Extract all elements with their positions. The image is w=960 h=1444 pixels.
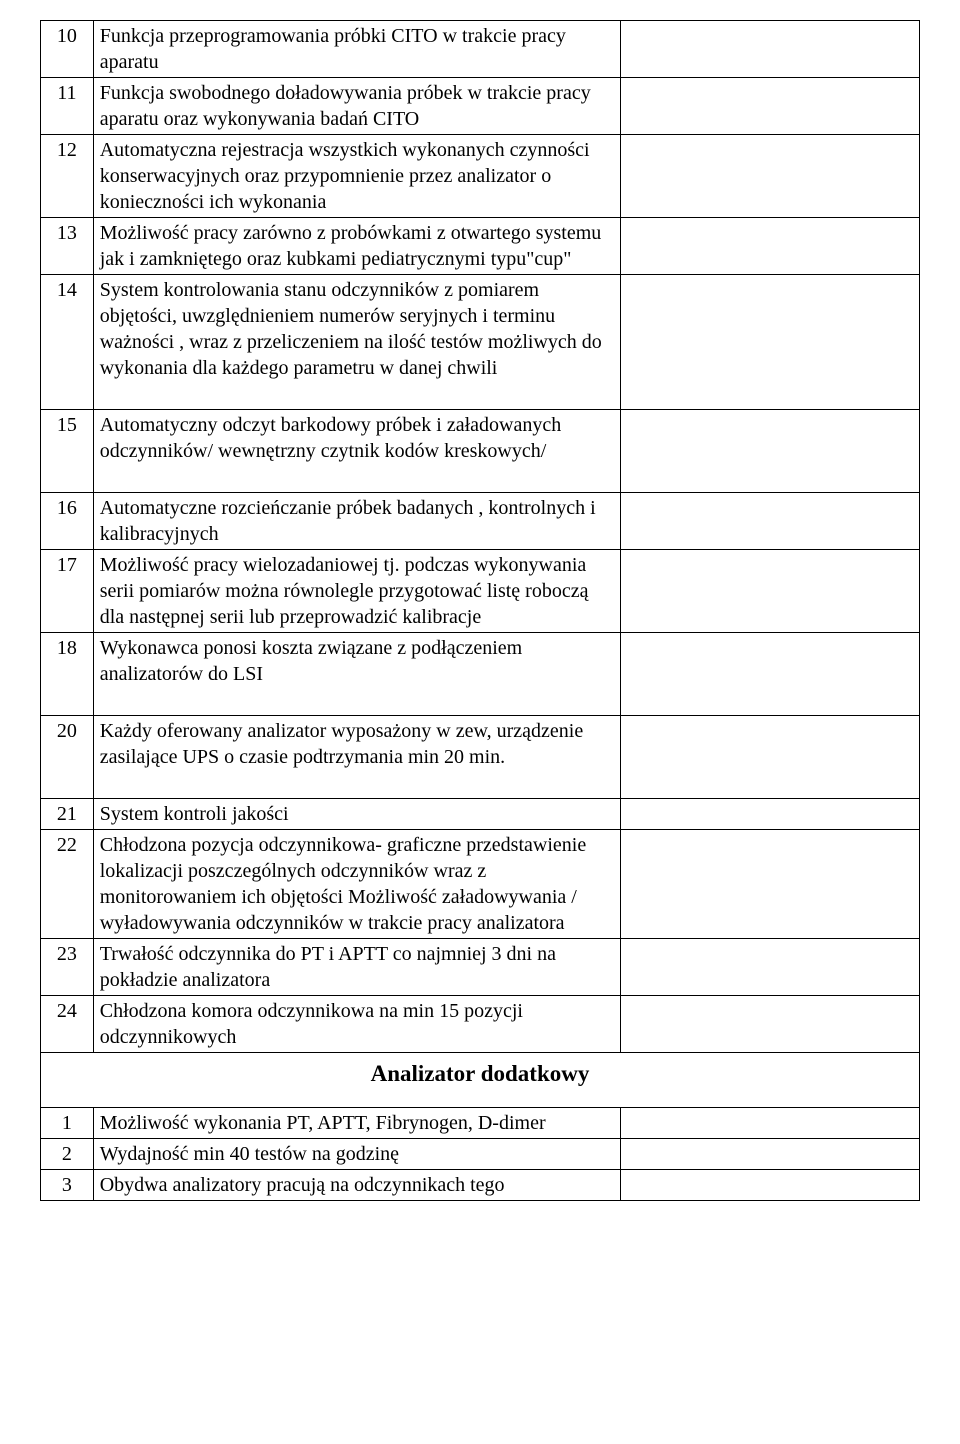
table-row: 20Każdy oferowany analizator wyposażony … [41, 716, 920, 799]
row-number: 12 [41, 135, 94, 218]
row-number: 3 [41, 1169, 94, 1200]
table-row: 16Automatyczne rozcieńczanie próbek bada… [41, 493, 920, 550]
row-description: Trwałość odczynnika do PT i APTT co najm… [93, 939, 620, 996]
row-empty-cell [621, 830, 920, 939]
row-description: Chłodzona pozycja odczynnikowa- graficzn… [93, 830, 620, 939]
row-empty-cell [621, 218, 920, 275]
row-description: Wykonawca ponosi koszta związane z podłą… [93, 633, 620, 716]
row-number: 16 [41, 493, 94, 550]
row-empty-cell [621, 1138, 920, 1169]
spec-table: 10Funkcja przeprogramowania próbki CITO … [40, 20, 920, 1201]
row-description: Każdy oferowany analizator wyposażony w … [93, 716, 620, 799]
row-empty-cell [621, 1169, 920, 1200]
row-description: Możliwość pracy zarówno z probówkami z o… [93, 218, 620, 275]
row-number: 22 [41, 830, 94, 939]
table-row: 12Automatyczna rejestracja wszystkich wy… [41, 135, 920, 218]
table-row: 17 Możliwość pracy wielozadaniowej tj. p… [41, 550, 920, 633]
row-empty-cell [621, 410, 920, 493]
row-empty-cell [621, 78, 920, 135]
row-number: 17 [41, 550, 94, 633]
row-number: 21 [41, 799, 94, 830]
table-row: 11Funkcja swobodnego doładowywania próbe… [41, 78, 920, 135]
row-empty-cell [621, 996, 920, 1053]
row-number: 14 [41, 275, 94, 410]
row-number: 11 [41, 78, 94, 135]
row-description: Obydwa analizatory pracują na odczynnika… [93, 1169, 620, 1200]
row-description: Automatyczny odczyt barkodowy próbek i z… [93, 410, 620, 493]
row-empty-cell [621, 1107, 920, 1138]
row-empty-cell [621, 21, 920, 78]
row-empty-cell [621, 633, 920, 716]
row-empty-cell [621, 550, 920, 633]
row-number: 10 [41, 21, 94, 78]
row-number: 24 [41, 996, 94, 1053]
table-row: 10Funkcja przeprogramowania próbki CITO … [41, 21, 920, 78]
row-empty-cell [621, 799, 920, 830]
section-header-row: Analizator dodatkowy [41, 1053, 920, 1108]
table-row: 21System kontroli jakości [41, 799, 920, 830]
row-description: Funkcja swobodnego doładowywania próbek … [93, 78, 620, 135]
table-row: 18Wykonawca ponosi koszta związane z pod… [41, 633, 920, 716]
row-number: 1 [41, 1107, 94, 1138]
row-number: 15 [41, 410, 94, 493]
table-row: 3Obydwa analizatory pracują na odczynnik… [41, 1169, 920, 1200]
table-row: 23Trwałość odczynnika do PT i APTT co na… [41, 939, 920, 996]
row-number: 13 [41, 218, 94, 275]
row-description: Automatyczna rejestracja wszystkich wyko… [93, 135, 620, 218]
row-number: 2 [41, 1138, 94, 1169]
table-row: 24Chłodzona komora odczynnikowa na min 1… [41, 996, 920, 1053]
row-empty-cell [621, 939, 920, 996]
section-header: Analizator dodatkowy [41, 1053, 920, 1108]
row-number: 23 [41, 939, 94, 996]
row-description: System kontrolowania stanu odczynników z… [93, 275, 620, 410]
row-description: Możliwość wykonania PT, APTT, Fibrynogen… [93, 1107, 620, 1138]
row-number: 20 [41, 716, 94, 799]
row-description: Możliwość pracy wielozadaniowej tj. podc… [93, 550, 620, 633]
row-empty-cell [621, 135, 920, 218]
table-row: 1Możliwość wykonania PT, APTT, Fibrynoge… [41, 1107, 920, 1138]
row-description: System kontroli jakości [93, 799, 620, 830]
table-row: 15Automatyczny odczyt barkodowy próbek i… [41, 410, 920, 493]
table-row: 22Chłodzona pozycja odczynnikowa- grafic… [41, 830, 920, 939]
row-empty-cell [621, 493, 920, 550]
row-empty-cell [621, 275, 920, 410]
table-row: 14System kontrolowania stanu odczynników… [41, 275, 920, 410]
table-row: 13Możliwość pracy zarówno z probówkami z… [41, 218, 920, 275]
row-description: Automatyczne rozcieńczanie próbek badany… [93, 493, 620, 550]
row-description: Funkcja przeprogramowania próbki CITO w … [93, 21, 620, 78]
row-description: Wydajność min 40 testów na godzinę [93, 1138, 620, 1169]
row-empty-cell [621, 716, 920, 799]
table-row: 2Wydajność min 40 testów na godzinę [41, 1138, 920, 1169]
row-description: Chłodzona komora odczynnikowa na min 15 … [93, 996, 620, 1053]
row-number: 18 [41, 633, 94, 716]
